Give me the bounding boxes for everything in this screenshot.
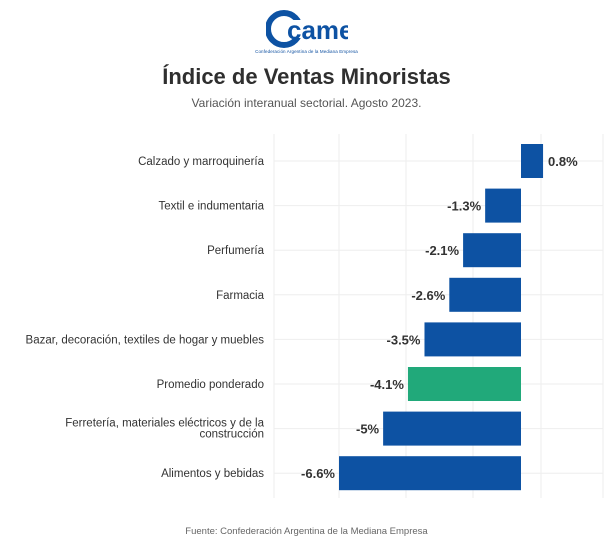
value-label: -3.5%: [387, 332, 421, 347]
category-label: Textil e indumentaria: [159, 201, 265, 213]
category-label: Ferretería, materiales eléctricos y de l…: [65, 418, 264, 441]
bar: [449, 277, 521, 312]
chart-title: Índice de Ventas Minoristas: [162, 64, 451, 89]
category-label: Calzado y marroquinería: [138, 156, 265, 168]
chart-subtitle: Variación interanual sectorial. Agosto 2…: [191, 96, 422, 110]
bar: [424, 322, 521, 357]
value-label: -5%: [356, 422, 380, 437]
value-label: -2.6%: [411, 288, 445, 303]
category-label: Perfumería: [207, 245, 264, 257]
category-label: Alimentos y bebidas: [161, 468, 264, 480]
came-logo-mark: came: [265, 10, 348, 48]
logo-tagline: Confederación Argentina de la Mediana Em…: [255, 49, 358, 54]
category-label: Bazar, decoración, textiles de hogar y m…: [26, 334, 265, 346]
value-label: -2.1%: [425, 243, 459, 258]
bar: [485, 188, 521, 223]
category-label: Promedio ponderado: [157, 379, 264, 391]
value-label: 0.8%: [548, 154, 578, 169]
bar: [383, 411, 521, 446]
logo-wordmark: came: [287, 15, 348, 45]
value-label: -4.1%: [370, 377, 404, 392]
bar: [521, 144, 544, 178]
category-label: Farmacia: [216, 290, 265, 302]
came-logo: came: [0, 8, 613, 55]
bar: [339, 456, 521, 491]
bar: [407, 367, 521, 401]
bar-chart: Calzado y marroquinería 0.8% Textil e indu…: [26, 134, 604, 498]
source-note: Fuente: Confederación Argentina de la Me…: [185, 526, 428, 537]
value-label: -1.3%: [447, 199, 481, 214]
bar: [463, 233, 521, 268]
value-label: -6.6%: [301, 466, 335, 481]
